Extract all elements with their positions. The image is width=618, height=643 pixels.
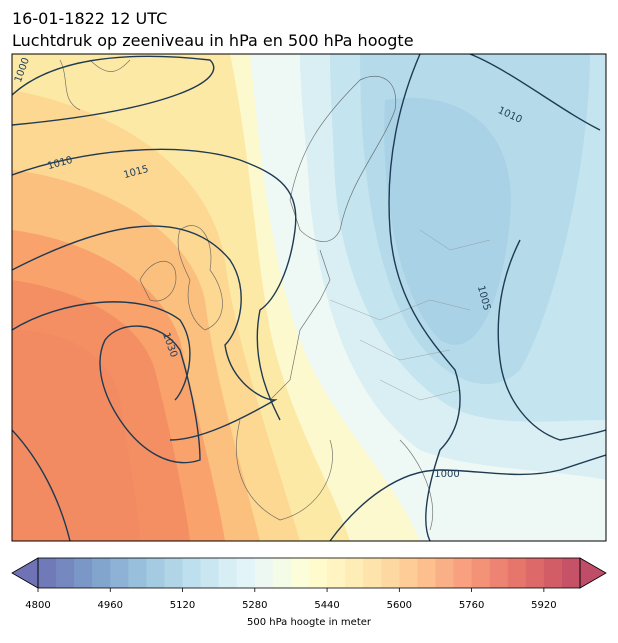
colorbar-segment — [92, 558, 111, 588]
colorbar-segment — [489, 558, 509, 588]
map — [12, 54, 606, 541]
colorbar-segment — [164, 558, 184, 588]
colorbar-segment — [381, 558, 400, 588]
colorbar-segment — [345, 558, 364, 588]
colorbar-segment — [561, 558, 581, 588]
colorbar-extend-high — [579, 557, 607, 589]
colorbar-extend-low — [11, 557, 39, 589]
colorbar-label: 500 hPa hoogte in meter — [247, 617, 372, 628]
map-frame — [11, 53, 607, 542]
colorbar-tick-label: 5920 — [531, 600, 556, 611]
colorbar-segment — [309, 558, 328, 588]
colorbar-tick-label: 5120 — [170, 600, 195, 611]
colorbar-tick-label: 5280 — [242, 600, 267, 611]
colorbar-segment — [272, 558, 292, 588]
colorbar-segment — [363, 558, 382, 588]
colorbar-segment — [254, 558, 274, 588]
colorbar-segment — [471, 558, 491, 588]
colorbar-segment — [236, 558, 256, 588]
colorbar-segment — [327, 558, 346, 588]
colorbar: 4800 4960 5120 5280 5440 5600 5760 5920 — [11, 557, 607, 611]
colorbar-tick-label: 4960 — [98, 600, 123, 611]
colorbar-tick-label: 5760 — [459, 600, 484, 611]
colorbar-segment — [543, 558, 563, 588]
colorbar-segment — [290, 558, 310, 588]
subtitle: Luchtdruk op zeeniveau in hPa en 500 hPa… — [12, 31, 414, 50]
colorbar-tick-label: 4800 — [25, 600, 50, 611]
colorbar-segment — [146, 558, 165, 588]
colorbar-segment — [200, 558, 220, 588]
colorbar-tick-label: 5440 — [314, 600, 339, 611]
colorbar-segment — [417, 558, 436, 588]
colorbar-segment — [182, 558, 202, 588]
colorbar-frame — [37, 557, 581, 589]
colorbar-segment — [435, 558, 455, 588]
colorbar-tick-label: 5600 — [387, 600, 412, 611]
colorbar-segment — [399, 558, 418, 588]
colorbar-segment — [453, 558, 473, 588]
contour-label: 1000 — [434, 469, 459, 480]
colorbar-segment — [74, 558, 93, 588]
colorbar-segment — [38, 558, 57, 588]
title: 16-01-1822 12 UTC — [12, 9, 167, 28]
colorbar-segment — [128, 558, 147, 588]
colorbar-segment — [525, 558, 545, 588]
colorbar-segment — [218, 558, 238, 588]
colorbar-segment — [110, 558, 129, 588]
colorbar-segment — [56, 558, 75, 588]
colorbar-segment — [507, 558, 527, 588]
